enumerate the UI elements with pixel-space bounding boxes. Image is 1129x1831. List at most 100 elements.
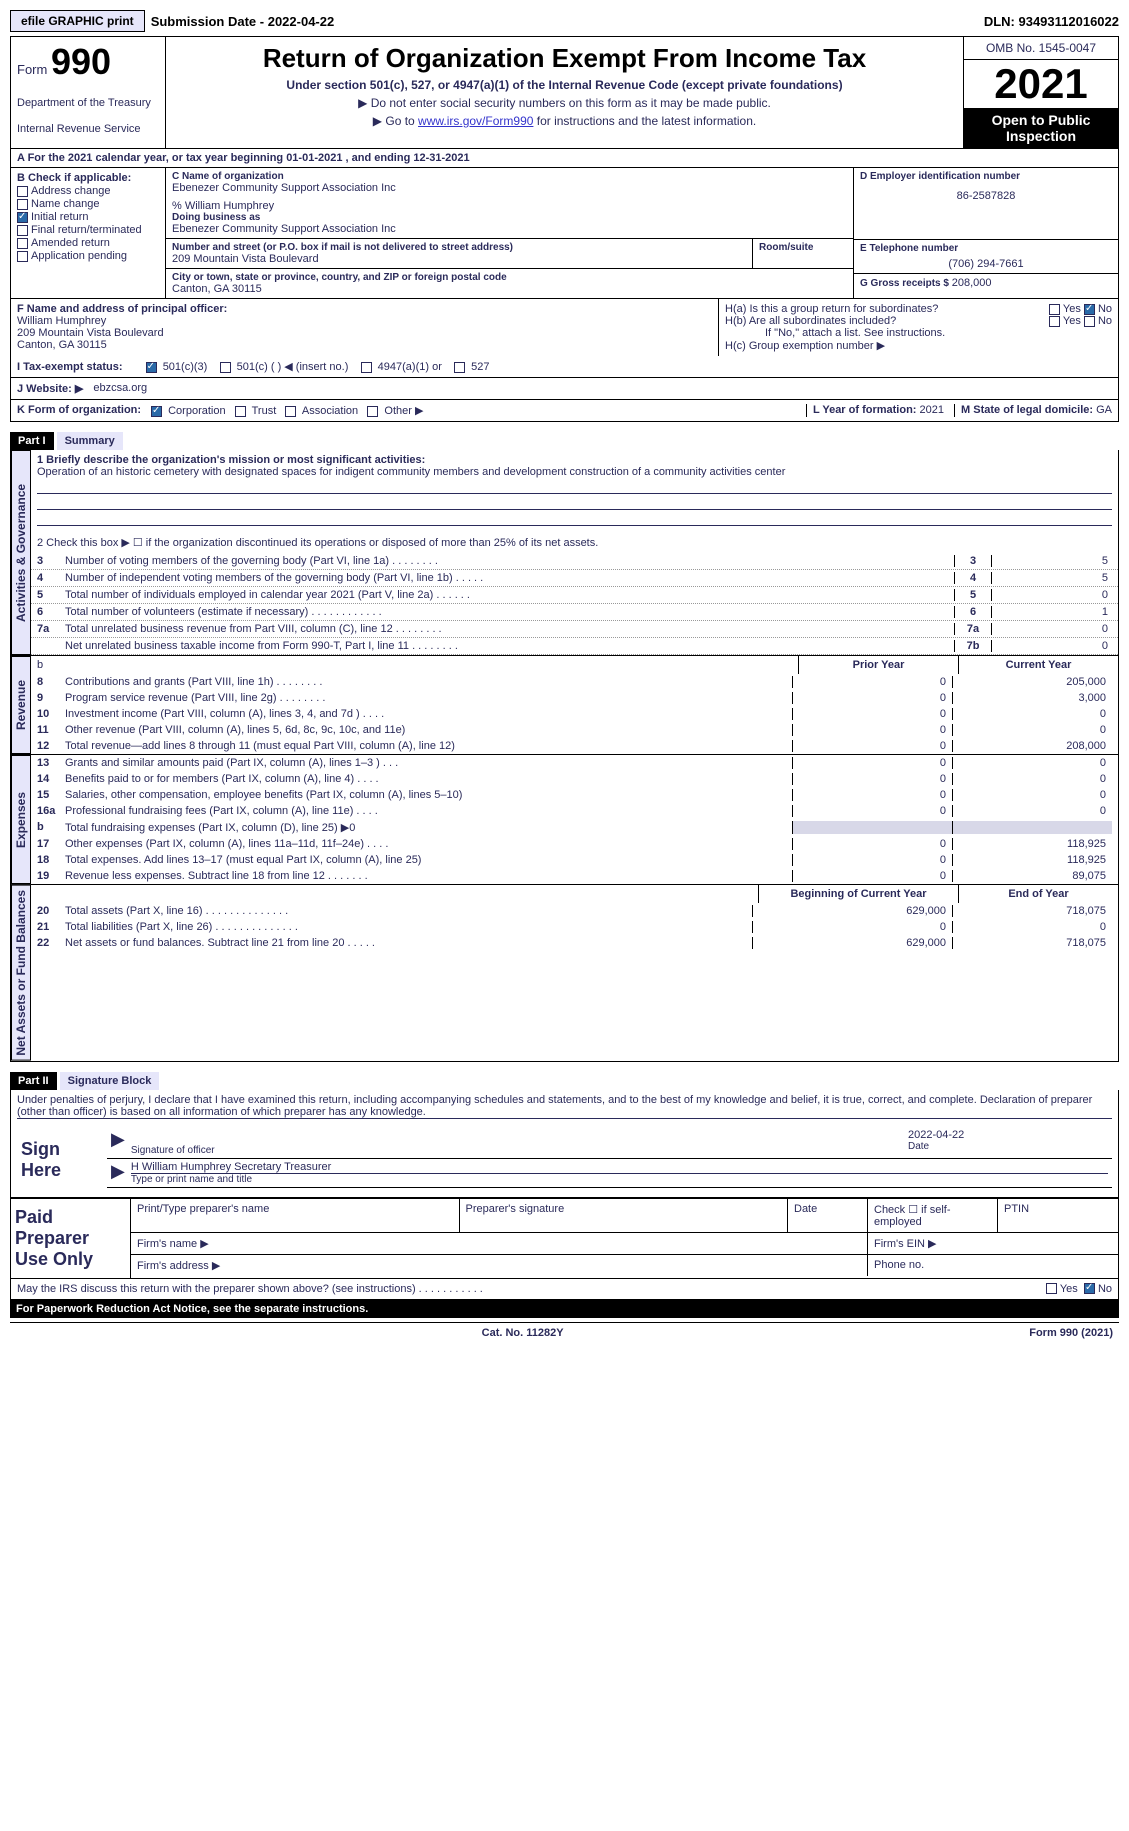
hb-yes-chk[interactable] — [1049, 316, 1060, 327]
prior-val: 0 — [792, 724, 952, 736]
top-bar: efile GRAPHIC print Submission Date - 20… — [10, 10, 1119, 32]
line-row: 16a Professional fundraising fees (Part … — [31, 803, 1118, 819]
net-lines: 20 Total assets (Part X, line 16) . . . … — [31, 903, 1118, 951]
form-subtitle: Under section 501(c), 527, or 4947(a)(1)… — [176, 78, 953, 92]
line-text: Total assets (Part X, line 16) . . . . .… — [65, 905, 752, 917]
line-text: Other revenue (Part VIII, column (A), li… — [65, 724, 792, 736]
dln: DLN: 93493112016022 — [984, 14, 1119, 29]
chk-assoc[interactable] — [285, 406, 296, 417]
prior-val: 0 — [792, 805, 952, 817]
efile-print-button[interactable]: efile GRAPHIC print — [10, 10, 145, 32]
prior-val: 0 — [792, 676, 952, 688]
l-lbl: L Year of formation: — [813, 404, 920, 416]
form-title: Return of Organization Exempt From Incom… — [176, 43, 953, 74]
col-h-group: H(a) Is this a group return for subordin… — [718, 299, 1118, 356]
line-row: 22 Net assets or fund balances. Subtract… — [31, 935, 1118, 951]
summary-exp: Expenses 13 Grants and similar amounts p… — [10, 755, 1119, 885]
curr-val: 118,925 — [952, 838, 1112, 850]
gov-body: 1 Briefly describe the organization's mi… — [31, 450, 1118, 655]
line-num: 5 — [37, 589, 65, 601]
ha-no: No — [1098, 303, 1112, 315]
form-header: Form 990 Department of the Treasury Inte… — [10, 36, 1119, 149]
firm-addr-lbl: Firm's address ▶ — [131, 1255, 868, 1276]
prior-val: 0 — [792, 838, 952, 850]
prep-row-1: Print/Type preparer's name Preparer's si… — [131, 1199, 1118, 1233]
line-row: 11 Other revenue (Part VIII, column (A),… — [31, 722, 1118, 738]
chk-527[interactable] — [454, 362, 465, 373]
line-row: 18 Total expenses. Add lines 13–17 (must… — [31, 852, 1118, 868]
mission-lbl: 1 Briefly describe the organization's mi… — [37, 454, 1112, 466]
line-row: 14 Benefits paid to or for members (Part… — [31, 771, 1118, 787]
prior-val: 0 — [792, 870, 952, 882]
hb-no-chk[interactable] — [1084, 316, 1095, 327]
prior-val: 0 — [792, 789, 952, 801]
chk-application-pending[interactable]: Application pending — [17, 250, 159, 262]
chk-name-change[interactable]: Name change — [17, 198, 159, 210]
line-num: 16a — [37, 805, 65, 817]
discuss-yes-chk[interactable] — [1046, 1283, 1057, 1294]
line-val: 0 — [992, 623, 1112, 635]
chk-amended-return[interactable]: Amended return — [17, 237, 159, 249]
line-num: b — [37, 821, 65, 834]
sign-here-grid: Sign Here ▶ Signature of officer 2022-04… — [17, 1127, 1112, 1193]
tax-status-lbl: I Tax-exempt status: — [17, 361, 123, 373]
prior-val — [792, 821, 952, 834]
line-text: Number of voting members of the governin… — [65, 555, 954, 567]
ein-lbl: D Employer identification number — [860, 171, 1112, 182]
submission-date-label: Submission Date - 2022-04-22 — [151, 14, 335, 29]
chk-501c3[interactable] — [146, 362, 157, 373]
line-val: 0 — [992, 589, 1112, 601]
line-row: 19 Revenue less expenses. Subtract line … — [31, 868, 1118, 884]
mission-text: Operation of an historic cemetery with d… — [37, 466, 1112, 478]
line-box: 7a — [954, 623, 992, 635]
line-num: 4 — [37, 572, 65, 584]
sub-date-val: 2022-04-22 — [268, 14, 335, 29]
opt-501c3: 501(c)(3) — [163, 361, 208, 373]
header-center: Return of Organization Exempt From Incom… — [166, 37, 963, 148]
line-row: 7a Total unrelated business revenue from… — [31, 621, 1118, 638]
opt-527: 527 — [471, 361, 489, 373]
ha-no-chk[interactable] — [1084, 304, 1095, 315]
line-num: 14 — [37, 773, 65, 785]
chk-initial-return[interactable]: Initial return — [17, 211, 159, 223]
line-num: 20 — [37, 905, 65, 917]
chk-corp[interactable] — [151, 406, 162, 417]
curr-val: 89,075 — [952, 870, 1112, 882]
line-text: Total revenue—add lines 8 through 11 (mu… — [65, 740, 792, 752]
chk-final-return[interactable]: Final return/terminated — [17, 224, 159, 236]
sign-here-lbl: Sign Here — [17, 1127, 107, 1193]
line-num: 7a — [37, 623, 65, 635]
mission-block: 1 Briefly describe the organization's mi… — [31, 450, 1118, 532]
ha-opts: Yes No — [1049, 303, 1112, 315]
prior-year-hdr: Prior Year — [798, 656, 958, 674]
ha-lbl: H(a) Is this a group return for subordin… — [725, 303, 965, 315]
chk-trust[interactable] — [235, 406, 246, 417]
net-body: Beginning of Current Year End of Year 20… — [31, 885, 1118, 1061]
line-row: 13 Grants and similar amounts paid (Part… — [31, 755, 1118, 771]
chk-4947[interactable] — [361, 362, 372, 373]
line-row: 3 Number of voting members of the govern… — [31, 553, 1118, 570]
irs-link[interactable]: www.irs.gov/Form990 — [418, 114, 533, 128]
line-row: 21 Total liabilities (Part X, line 26) .… — [31, 919, 1118, 935]
discuss-no-chk[interactable] — [1084, 1283, 1095, 1294]
mission-line3 — [37, 512, 1112, 526]
curr-val: 118,925 — [952, 854, 1112, 866]
net-col-hdr: Beginning of Current Year End of Year — [31, 885, 1118, 903]
arrow-icon-2: ▶ — [111, 1161, 125, 1185]
officer-name: William Humphrey — [17, 315, 712, 327]
chk-other[interactable] — [367, 406, 378, 417]
line-val: 1 — [992, 606, 1112, 618]
prior-val: 0 — [792, 854, 952, 866]
chk-501c[interactable] — [220, 362, 231, 373]
tax-status-opts: 501(c)(3) 501(c) ( ) ◀ (insert no.) 4947… — [146, 361, 490, 373]
mission-line2 — [37, 496, 1112, 510]
rev-body: b Prior Year Current Year 8 Contribution… — [31, 656, 1118, 754]
firm-name-lbl: Firm's name ▶ — [131, 1233, 868, 1254]
ha-yes-chk[interactable] — [1049, 304, 1060, 315]
note2-pre: ▶ Go to — [373, 114, 418, 128]
line-row: b Total fundraising expenses (Part IX, c… — [31, 819, 1118, 836]
curr-val — [952, 821, 1112, 834]
chk-address-change[interactable]: Address change — [17, 185, 159, 197]
phone-lbl: E Telephone number — [860, 243, 1112, 254]
cell-gross: G Gross receipts $ 208,000 — [854, 274, 1118, 292]
